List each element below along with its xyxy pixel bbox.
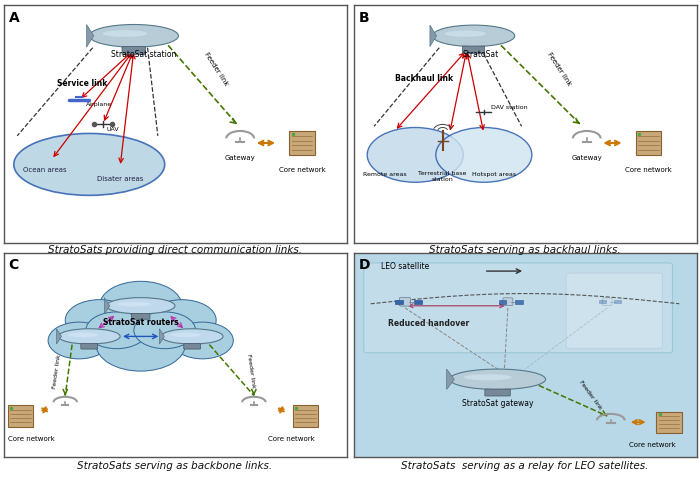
Circle shape <box>99 281 182 330</box>
Polygon shape <box>430 25 437 47</box>
Text: Backhaul link: Backhaul link <box>395 74 453 83</box>
FancyBboxPatch shape <box>515 300 522 304</box>
Text: Gateway: Gateway <box>225 155 256 161</box>
FancyBboxPatch shape <box>636 131 662 156</box>
Text: Core network: Core network <box>625 167 672 173</box>
Ellipse shape <box>58 329 120 344</box>
Text: D: D <box>358 258 370 272</box>
FancyBboxPatch shape <box>364 263 673 353</box>
Text: Gateway: Gateway <box>571 155 602 161</box>
Ellipse shape <box>436 127 532 182</box>
FancyBboxPatch shape <box>566 273 662 348</box>
Text: Feeder link: Feeder link <box>246 353 256 389</box>
Polygon shape <box>447 369 454 389</box>
Polygon shape <box>160 329 164 344</box>
FancyBboxPatch shape <box>289 131 314 156</box>
Circle shape <box>148 300 216 341</box>
Text: Remote areas: Remote areas <box>363 173 406 177</box>
Ellipse shape <box>14 134 164 195</box>
Text: StratoSats providing direct communication links.: StratoSats providing direct communicatio… <box>48 245 302 256</box>
Text: Airplane: Airplane <box>86 102 112 107</box>
Text: Service link: Service link <box>57 79 107 88</box>
FancyBboxPatch shape <box>499 300 506 304</box>
Text: C: C <box>8 258 19 272</box>
FancyBboxPatch shape <box>614 300 621 303</box>
Text: Feeder link: Feeder link <box>52 353 62 389</box>
FancyBboxPatch shape <box>293 405 318 427</box>
FancyBboxPatch shape <box>503 298 513 306</box>
Ellipse shape <box>433 25 514 47</box>
Ellipse shape <box>449 369 545 389</box>
Text: StratoSats  serving as a relay for LEO satellites.: StratoSats serving as a relay for LEO sa… <box>401 461 649 471</box>
FancyBboxPatch shape <box>8 405 34 427</box>
FancyBboxPatch shape <box>414 299 421 304</box>
Ellipse shape <box>368 127 463 182</box>
Ellipse shape <box>103 30 147 37</box>
Text: LEO satellite: LEO satellite <box>381 262 429 271</box>
Text: Feeder link: Feeder link <box>578 380 603 411</box>
FancyBboxPatch shape <box>657 412 682 433</box>
Text: Core network: Core network <box>629 442 676 448</box>
Text: StratoSat station: StratoSat station <box>111 50 177 59</box>
Text: Terrestrial base
station: Terrestrial base station <box>419 171 467 182</box>
FancyBboxPatch shape <box>400 297 410 306</box>
Text: B: B <box>358 11 370 25</box>
Ellipse shape <box>90 24 178 47</box>
FancyBboxPatch shape <box>463 46 484 53</box>
FancyBboxPatch shape <box>603 298 612 305</box>
FancyBboxPatch shape <box>80 344 98 349</box>
Text: Hotspot areas: Hotspot areas <box>472 173 516 177</box>
Ellipse shape <box>68 332 99 337</box>
Text: Core network: Core network <box>279 167 326 173</box>
Ellipse shape <box>161 329 223 344</box>
Text: Reduced handover: Reduced handover <box>388 319 469 328</box>
Text: Disater areas: Disater areas <box>97 176 144 182</box>
FancyBboxPatch shape <box>122 47 146 54</box>
Text: Core network: Core network <box>8 435 55 441</box>
Ellipse shape <box>106 297 175 314</box>
Polygon shape <box>87 24 94 47</box>
Text: Ocean areas: Ocean areas <box>23 167 66 173</box>
Text: Core network: Core network <box>268 435 315 441</box>
Text: Feeder link: Feeder link <box>203 52 229 87</box>
Circle shape <box>134 312 195 348</box>
Text: StratoSats serving as backbone links.: StratoSats serving as backbone links. <box>78 461 272 471</box>
Ellipse shape <box>117 302 151 307</box>
Ellipse shape <box>444 31 486 37</box>
FancyBboxPatch shape <box>395 299 402 304</box>
FancyBboxPatch shape <box>485 389 510 396</box>
FancyBboxPatch shape <box>599 300 605 303</box>
Polygon shape <box>104 297 110 314</box>
Ellipse shape <box>464 374 512 380</box>
Circle shape <box>96 318 186 371</box>
Text: A: A <box>8 11 20 25</box>
Circle shape <box>65 300 134 341</box>
Text: StratoSat gateway: StratoSat gateway <box>462 399 533 408</box>
FancyBboxPatch shape <box>183 344 201 349</box>
Text: UAV: UAV <box>106 127 119 132</box>
Ellipse shape <box>171 332 202 337</box>
Circle shape <box>86 312 148 348</box>
Text: StratoSat: StratoSat <box>462 50 498 59</box>
Text: Feeder link: Feeder link <box>546 52 573 87</box>
Circle shape <box>172 322 233 359</box>
Circle shape <box>48 322 110 359</box>
Text: StratoSats serving as backhaul links.: StratoSats serving as backhaul links. <box>429 245 621 256</box>
Text: DAV station: DAV station <box>491 105 527 110</box>
Polygon shape <box>57 329 62 344</box>
FancyBboxPatch shape <box>132 313 150 319</box>
Text: StratoSat routers: StratoSat routers <box>103 318 178 327</box>
